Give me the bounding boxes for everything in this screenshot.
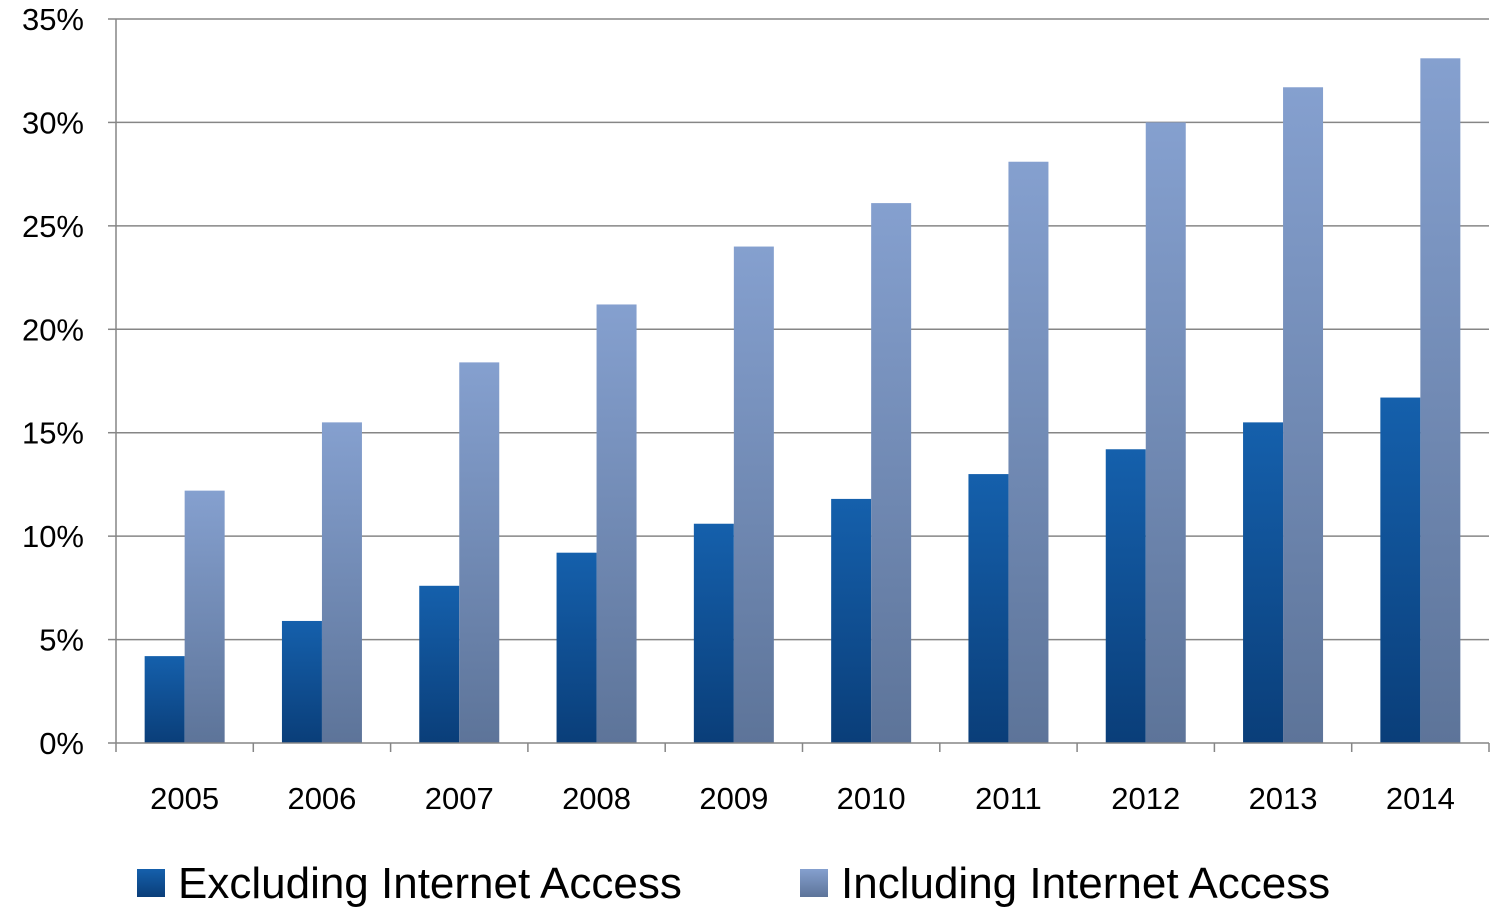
bar-excluding-2011 (968, 474, 1009, 743)
y-axis-ticks: 0% 5% 10% 15% 20% 25% 30% 35% (22, 2, 84, 761)
bar-excluding-2012 (1105, 449, 1146, 743)
bar-including-2014 (1420, 58, 1461, 743)
bar-excluding-2007 (419, 585, 460, 743)
x-tick-label: 2005 (150, 781, 219, 816)
x-tick-label: 2010 (837, 781, 906, 816)
x-tick-label: 2009 (699, 781, 768, 816)
bar-including-2012 (1145, 122, 1186, 743)
bar-excluding-2005 (144, 656, 185, 743)
y-tick-label: 15% (22, 416, 84, 451)
bar-including-2009 (733, 246, 774, 744)
legend-swatch (800, 869, 828, 897)
bar-including-2013 (1283, 87, 1324, 743)
x-tick-label: 2014 (1386, 781, 1455, 816)
bar-including-2008 (596, 304, 637, 743)
y-tick-label: 25% (22, 209, 84, 244)
x-tick-label: 2007 (425, 781, 494, 816)
y-tick-label: 10% (22, 519, 84, 554)
y-tick-label: 35% (22, 2, 84, 37)
axes (108, 18, 1490, 752)
y-tick-label: 0% (39, 726, 84, 761)
x-tick-label: 2011 (975, 781, 1042, 816)
x-tick-label: 2012 (1111, 781, 1180, 816)
bar-including-2010 (871, 203, 912, 744)
legend-label: Including Internet Access (841, 859, 1330, 908)
y-tick-label: 5% (39, 623, 84, 658)
bar-excluding-2014 (1380, 397, 1421, 743)
y-tick-label: 20% (22, 312, 84, 347)
bar-excluding-2010 (831, 498, 872, 743)
bar-including-2007 (459, 362, 500, 743)
x-tick-label: 2008 (562, 781, 631, 816)
bar-excluding-2006 (281, 620, 322, 743)
bar-excluding-2013 (1243, 422, 1284, 743)
legend-label: Excluding Internet Access (178, 859, 682, 908)
bars (144, 58, 1461, 744)
x-tick-label: 2006 (287, 781, 356, 816)
x-axis-ticks: 2005 2006 2007 2008 2009 2010 2011 2012 2013 2014 (150, 781, 1455, 816)
legend: Excluding Internet Access Including Inter… (137, 859, 1330, 908)
bar-excluding-2009 (693, 523, 734, 743)
bar-including-2006 (321, 422, 362, 743)
bar-including-2011 (1008, 161, 1049, 743)
bar-excluding-2008 (556, 552, 597, 743)
bar-including-2005 (184, 490, 225, 743)
x-tick-label: 2013 (1249, 781, 1318, 816)
legend-swatch (137, 869, 165, 897)
y-tick-label: 30% (22, 105, 84, 140)
